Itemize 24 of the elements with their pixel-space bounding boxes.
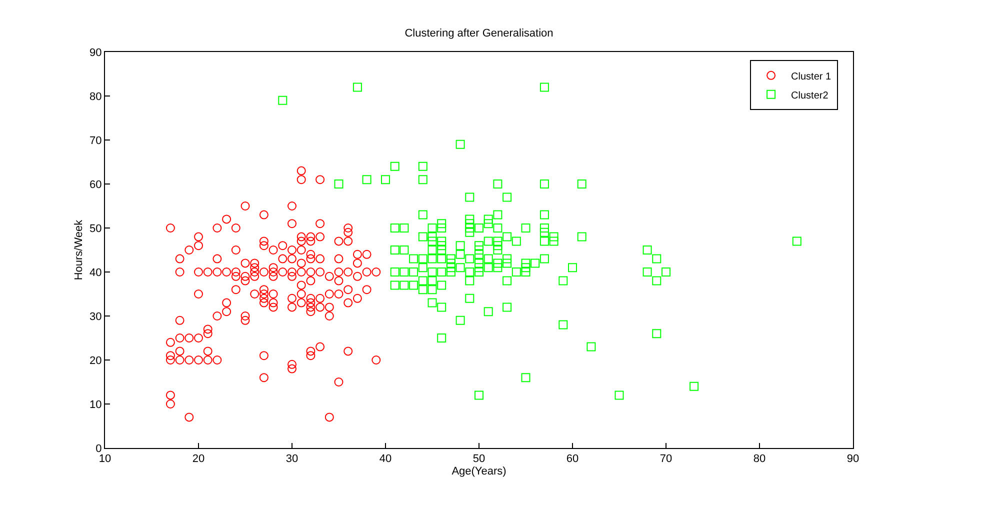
x-tick-label: 20 [192, 453, 205, 466]
x-axis-title: Age(Years) [452, 465, 506, 478]
y-tick-label: 60 [90, 178, 102, 191]
legend-label: Cluster 1 [791, 71, 832, 82]
y-tick-label: 80 [90, 90, 102, 103]
x-tick-label: 70 [660, 453, 672, 466]
x-tick-label: 80 [753, 453, 766, 466]
x-tick-label: 90 [846, 453, 860, 466]
y-tick-label: 20 [90, 354, 102, 367]
y-tick-label: 40 [90, 266, 102, 279]
legend-label: Cluster2 [791, 90, 829, 102]
x-tick-label: 50 [472, 453, 486, 466]
y-tick-label: 70 [90, 134, 102, 147]
x-tick-label: 10 [98, 453, 112, 466]
x-tick-label: 30 [286, 453, 298, 466]
x-tick-label: 40 [379, 453, 392, 466]
y-tick-label: 0 [96, 442, 102, 455]
y-tick-label: 30 [90, 310, 102, 323]
y-tick-label: 10 [90, 398, 102, 411]
x-tick-label: 60 [566, 453, 579, 466]
y-tick-label: 90 [90, 46, 102, 59]
y-axis-title: Hours/Week [73, 219, 86, 280]
chart-title: Clustering after Generalisation [404, 28, 554, 40]
y-tick-label: 50 [90, 222, 102, 235]
